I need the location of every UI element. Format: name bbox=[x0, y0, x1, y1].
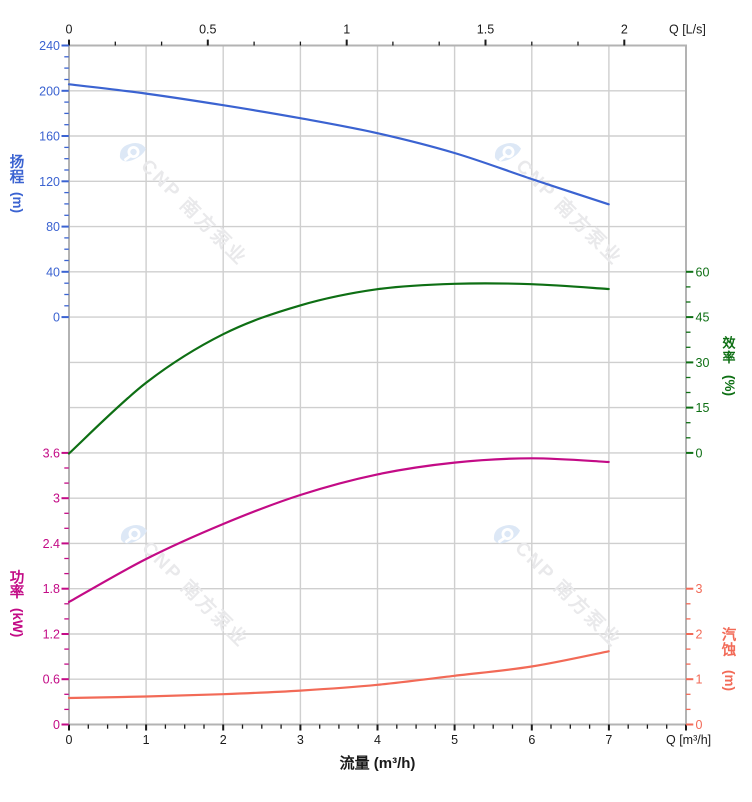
svg-text:30: 30 bbox=[696, 356, 710, 370]
svg-text:120: 120 bbox=[39, 175, 60, 189]
svg-text:1: 1 bbox=[343, 23, 350, 37]
svg-text:率: 率 bbox=[722, 350, 735, 365]
svg-text:15: 15 bbox=[696, 401, 710, 415]
svg-text:80: 80 bbox=[46, 220, 60, 234]
svg-text:200: 200 bbox=[39, 84, 60, 98]
svg-text:6: 6 bbox=[528, 733, 535, 747]
svg-text:3: 3 bbox=[696, 582, 703, 596]
svg-text:功: 功 bbox=[10, 570, 25, 587]
svg-text:1: 1 bbox=[143, 733, 150, 747]
svg-text:0: 0 bbox=[66, 23, 73, 37]
svg-text:1.8: 1.8 bbox=[43, 582, 60, 596]
svg-text:0: 0 bbox=[66, 733, 73, 747]
svg-text:0: 0 bbox=[696, 718, 703, 732]
svg-text:程: 程 bbox=[10, 169, 25, 186]
svg-text:流量 (m³/h): 流量 (m³/h) bbox=[340, 754, 416, 772]
svg-text:蚀: 蚀 bbox=[721, 641, 737, 659]
svg-text:45: 45 bbox=[696, 311, 710, 325]
svg-text:3: 3 bbox=[297, 733, 304, 747]
svg-text:5: 5 bbox=[451, 733, 458, 747]
svg-text:0.6: 0.6 bbox=[43, 673, 60, 687]
svg-text:汽: 汽 bbox=[722, 626, 737, 644]
svg-text:3.6: 3.6 bbox=[43, 446, 60, 460]
svg-text:1.5: 1.5 bbox=[477, 23, 494, 37]
svg-text:2: 2 bbox=[696, 628, 703, 642]
svg-text:240: 240 bbox=[39, 39, 60, 53]
svg-text:率: 率 bbox=[10, 583, 25, 601]
svg-text:扬: 扬 bbox=[10, 153, 25, 171]
svg-text:7: 7 bbox=[605, 733, 612, 747]
svg-text:1.2: 1.2 bbox=[43, 628, 60, 642]
svg-text:40: 40 bbox=[46, 265, 60, 279]
svg-text:1: 1 bbox=[696, 673, 703, 687]
svg-text:(kW): (kW) bbox=[10, 608, 25, 637]
svg-text:2: 2 bbox=[621, 23, 628, 37]
svg-text:0.5: 0.5 bbox=[199, 23, 216, 37]
svg-text:2.4: 2.4 bbox=[43, 537, 60, 551]
svg-text:4: 4 bbox=[374, 733, 381, 747]
svg-text:0: 0 bbox=[696, 446, 703, 460]
svg-text:0: 0 bbox=[53, 718, 60, 732]
svg-text:(m): (m) bbox=[10, 192, 25, 213]
svg-text:(m): (m) bbox=[722, 670, 737, 691]
svg-text:(%): (%) bbox=[722, 375, 737, 396]
svg-text:160: 160 bbox=[39, 130, 60, 144]
svg-text:Q [L/s]: Q [L/s] bbox=[669, 23, 706, 37]
svg-text:0: 0 bbox=[53, 311, 60, 325]
svg-text:效: 效 bbox=[722, 336, 736, 351]
svg-text:2: 2 bbox=[220, 733, 227, 747]
svg-text:Q [m³/h]: Q [m³/h] bbox=[666, 733, 711, 747]
svg-text:3: 3 bbox=[53, 492, 60, 506]
svg-text:60: 60 bbox=[696, 265, 710, 279]
